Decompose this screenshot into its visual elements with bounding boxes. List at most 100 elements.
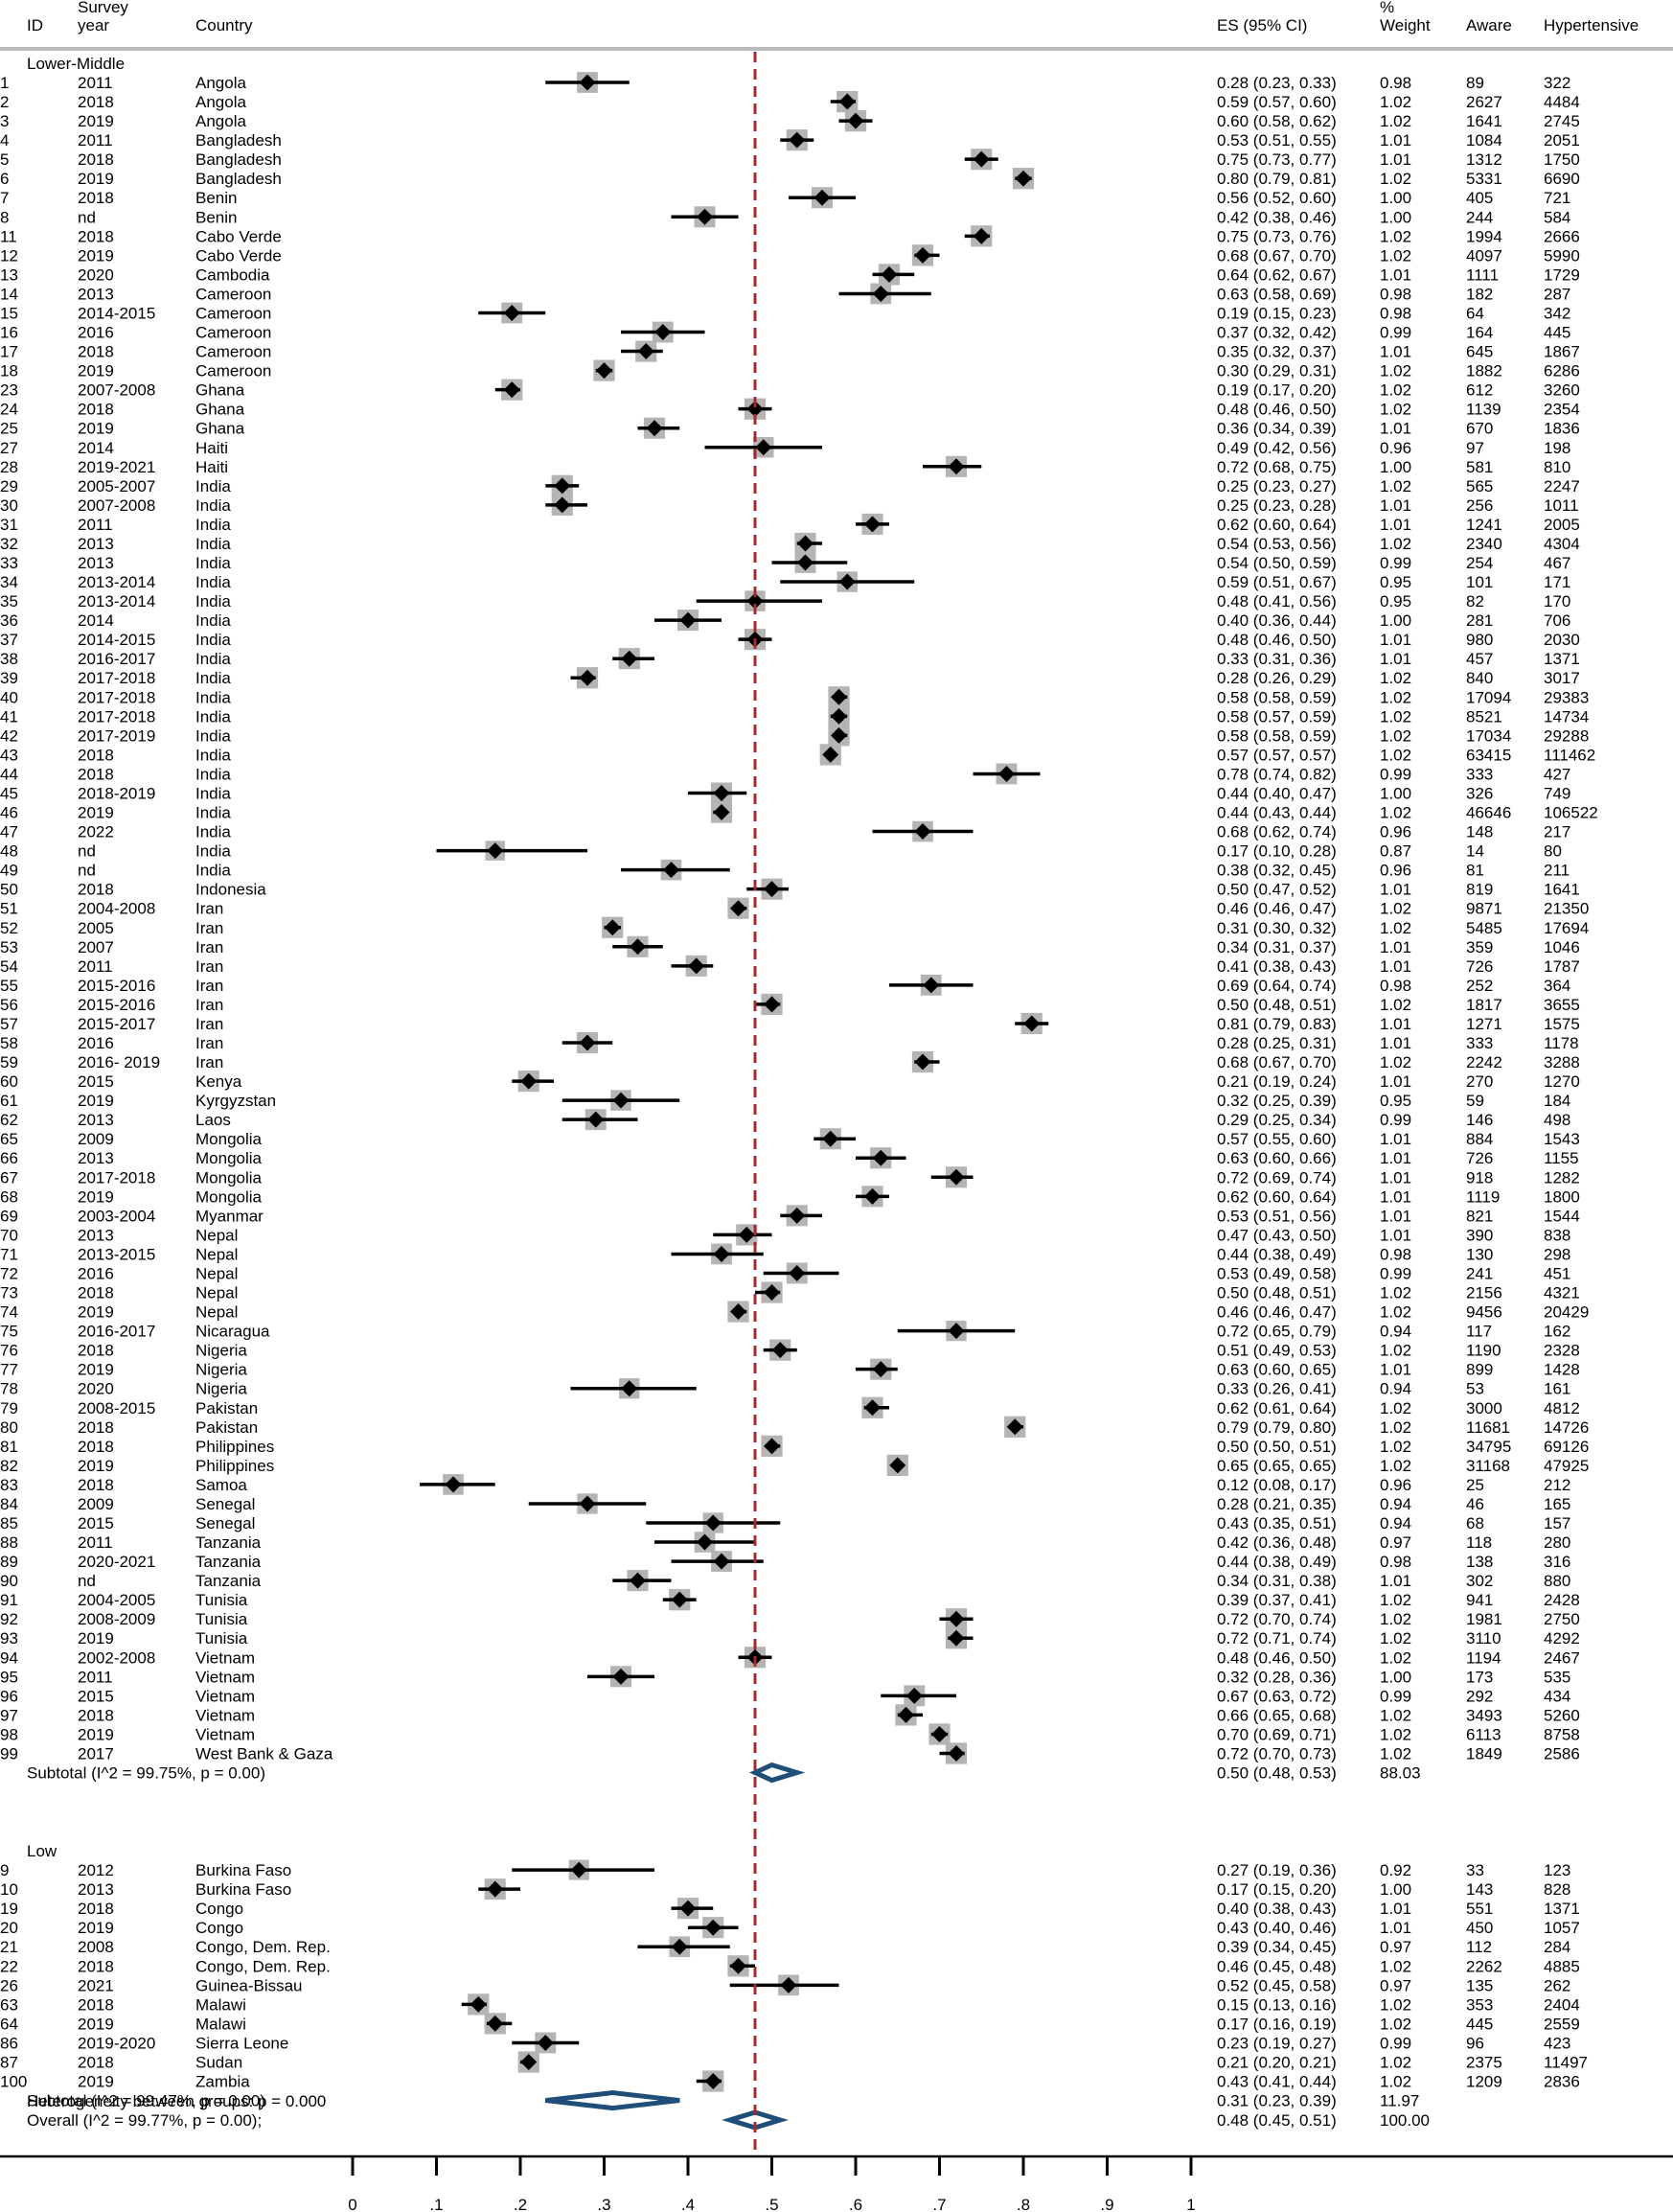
study-hypertensive: 5990 — [1544, 246, 1580, 265]
study-aware: 11681 — [1466, 1418, 1510, 1437]
study-year: 2017 — [78, 1744, 114, 1763]
study-id: 89 — [0, 1553, 18, 1571]
study-row: 58 2016 Iran 0.28 (0.25, 0.31) 1.01 333 1178 — [0, 1034, 1579, 1052]
study-weight: 1.02 — [1380, 1438, 1411, 1456]
study-country: Ghana — [195, 420, 245, 438]
study-hypertensive: 198 — [1544, 439, 1570, 457]
study-es-ci: 0.34 (0.31, 0.38) — [1217, 1572, 1337, 1590]
study-weight: 0.97 — [1380, 1938, 1411, 1956]
study-id: 70 — [0, 1226, 18, 1244]
study-row: 45 2018-2019 India 0.44 (0.40, 0.47) 1.00 326… — [0, 784, 1570, 802]
study-year: 2019 — [78, 112, 114, 130]
study-hypertensive: 2467 — [1544, 1648, 1580, 1667]
study-id: 9 — [0, 1861, 9, 1879]
study-id: 72 — [0, 1264, 18, 1282]
study-row: 14 2013 Cameroon 0.63 (0.58, 0.69) 0.98 182 28… — [0, 285, 1570, 303]
study-id: 8 — [0, 208, 9, 226]
study-hypertensive: 838 — [1544, 1226, 1570, 1244]
study-year: 2015 — [78, 1687, 114, 1705]
study-weight: 0.99 — [1380, 2034, 1411, 2052]
study-es-ci: 0.72 (0.70, 0.74) — [1217, 1610, 1337, 1628]
study-weight: 1.01 — [1380, 265, 1411, 284]
study-es-ci: 0.36 (0.34, 0.39) — [1217, 420, 1337, 438]
study-hypertensive: 171 — [1544, 573, 1570, 591]
point-estimate — [520, 2053, 538, 2070]
study-aware: 89 — [1466, 74, 1484, 92]
study-es-ci: 0.79 (0.79, 0.80) — [1217, 1418, 1337, 1437]
point-estimate — [579, 1034, 596, 1051]
header-weight-line2: Weight — [1380, 16, 1431, 35]
study-id: 4 — [0, 131, 9, 150]
study-mark — [763, 1339, 797, 1361]
study-hypertensive: 4812 — [1544, 1399, 1580, 1417]
study-row: 72 2016 Nepal 0.53 (0.49, 0.58) 0.99 241 451 — [0, 1264, 1570, 1282]
study-hypertensive: 2428 — [1544, 1591, 1580, 1609]
study-mark — [512, 1859, 654, 1880]
study-weight: 1.02 — [1380, 401, 1411, 419]
study-id: 57 — [0, 1015, 18, 1033]
point-estimate — [746, 401, 764, 418]
study-year: nd — [78, 862, 96, 880]
study-aware: 980 — [1466, 631, 1493, 649]
study-row: 28 2019-2021 Haiti 0.72 (0.68, 0.75) 1.00 581… — [0, 458, 1570, 476]
study-hypertensive: 584 — [1544, 208, 1570, 226]
study-aware: 551 — [1466, 1900, 1493, 1918]
study-weight: 1.02 — [1380, 1418, 1411, 1437]
point-estimate — [771, 1342, 789, 1359]
study-hypertensive: 17694 — [1544, 919, 1589, 937]
study-hypertensive: 2247 — [1544, 477, 1580, 495]
study-mark — [637, 1936, 730, 1958]
study-mark — [886, 1454, 908, 1476]
study-row: 48 nd India 0.17 (0.10, 0.28) 0.87 14 80 — [0, 842, 1562, 861]
study-aware: 3000 — [1466, 1399, 1502, 1417]
study-year: 2011 — [78, 74, 113, 92]
point-estimate — [487, 2015, 504, 2032]
study-es-ci: 0.68 (0.67, 0.70) — [1217, 1053, 1337, 1071]
study-hypertensive: 162 — [1544, 1323, 1570, 1341]
study-hypertensive: 535 — [1544, 1668, 1570, 1686]
point-estimate — [789, 1207, 806, 1224]
study-year: 2013 — [78, 554, 114, 572]
study-year: 2019 — [78, 2073, 114, 2091]
study-weight: 0.94 — [1380, 1323, 1411, 1341]
study-mark — [763, 1262, 839, 1284]
study-aware: 135 — [1466, 1976, 1493, 1994]
study-es-ci: 0.81 (0.79, 0.83) — [1217, 1015, 1337, 1033]
study-country: India — [195, 477, 231, 495]
point-estimate — [579, 669, 596, 686]
study-aware: 1981 — [1466, 1610, 1502, 1628]
study-es-ci: 0.59 (0.57, 0.60) — [1217, 93, 1337, 111]
study-year: 2003-2004 — [78, 1207, 155, 1225]
study-id: 80 — [0, 1418, 18, 1437]
study-aware: 1111 — [1466, 265, 1499, 284]
study-mark — [945, 1627, 974, 1649]
x-tick-label: .5 — [765, 2196, 778, 2212]
study-year: 2004-2008 — [78, 900, 155, 918]
study-country: Tanzania — [195, 1553, 262, 1571]
study-weight: 1.02 — [1380, 1629, 1411, 1647]
point-estimate — [487, 842, 504, 860]
study-country: Pakistan — [195, 1399, 258, 1417]
x-tick-label: .9 — [1100, 2196, 1113, 2212]
study-country: Angola — [195, 93, 246, 111]
study-hypertensive: 80 — [1544, 842, 1562, 861]
point-estimate — [797, 554, 814, 571]
study-aware: 17034 — [1466, 726, 1511, 745]
study-row: 90 nd Tanzania 0.34 (0.31, 0.38) 1.01 302 880 — [0, 1572, 1570, 1590]
study-id: 67 — [0, 1168, 18, 1187]
study-country: India — [195, 496, 231, 515]
point-estimate — [713, 804, 730, 821]
study-year: 2020 — [78, 1380, 114, 1398]
study-aware: 390 — [1466, 1226, 1493, 1244]
study-country: Tanzania — [195, 1533, 262, 1552]
study-weight: 0.96 — [1380, 1476, 1411, 1494]
study-aware: 326 — [1466, 784, 1493, 802]
heterogeneity-note: Heterogeneity between groups: p = 0.000 — [27, 2092, 326, 2110]
study-row: 100 2019 Zambia 0.43 (0.41, 0.44) 1.02 1209 28… — [0, 2073, 1580, 2091]
study-mark — [688, 782, 747, 804]
study-weight: 1.01 — [1380, 957, 1411, 976]
header-weight-line1: % — [1380, 0, 1394, 16]
study-row: 81 2018 Philippines 0.50 (0.50, 0.51) 1.02 34… — [0, 1438, 1589, 1456]
study-es-ci: 0.40 (0.38, 0.43) — [1217, 1900, 1337, 1918]
